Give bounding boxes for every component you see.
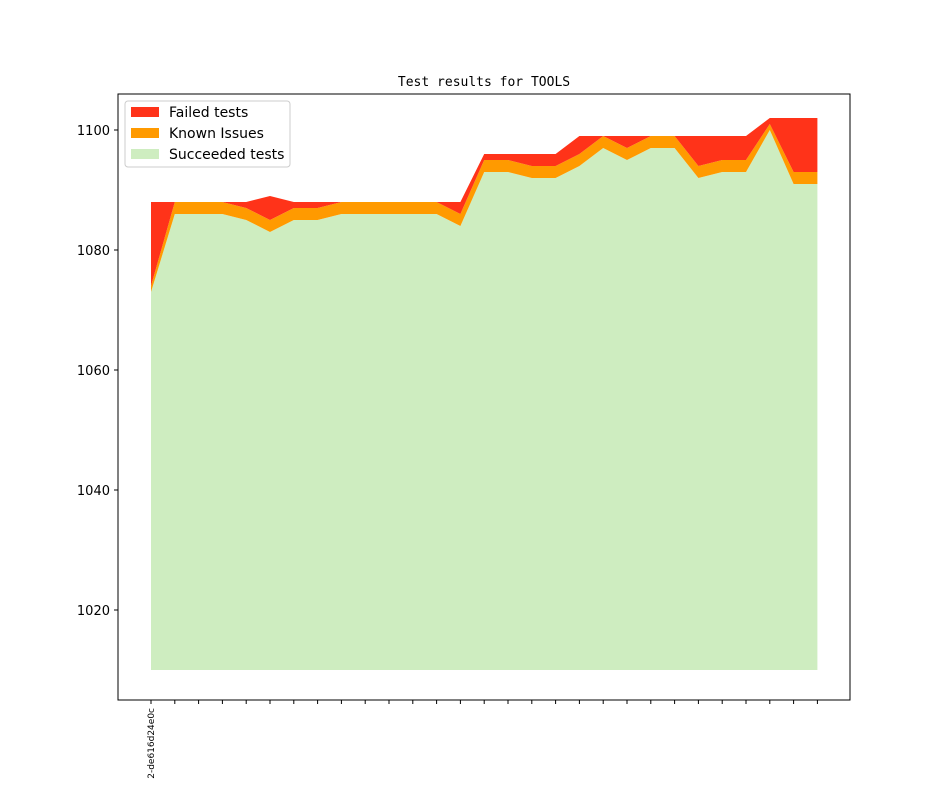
legend-swatch bbox=[131, 149, 159, 159]
legend: Failed tests Known Issues Succeeded tests bbox=[124, 100, 291, 168]
succeeded-tests-area bbox=[151, 130, 818, 670]
y-tick-label: 1060 bbox=[77, 364, 110, 379]
legend-label: Known Issues bbox=[169, 126, 264, 142]
legend-swatch bbox=[131, 128, 159, 138]
y-axis: 1020 1040 1060 1080 1100 bbox=[77, 124, 118, 619]
legend-label: Failed tests bbox=[169, 105, 248, 121]
legend-label: Succeeded tests bbox=[169, 147, 284, 163]
failed-tests-area bbox=[151, 118, 818, 286]
area-layers bbox=[151, 118, 818, 670]
y-tick-label: 1100 bbox=[77, 124, 110, 139]
legend-swatch bbox=[131, 107, 159, 117]
x-tick-label: 2-de616d24e0c bbox=[147, 708, 157, 779]
chart-title: Test results for TOOLS bbox=[398, 75, 570, 90]
legend-frame bbox=[124, 100, 291, 168]
y-tick-label: 1020 bbox=[77, 604, 110, 619]
y-tick-label: 1080 bbox=[77, 244, 110, 259]
y-tick-label: 1040 bbox=[77, 484, 110, 499]
x-axis: 2-de616d24e0c bbox=[147, 700, 818, 779]
